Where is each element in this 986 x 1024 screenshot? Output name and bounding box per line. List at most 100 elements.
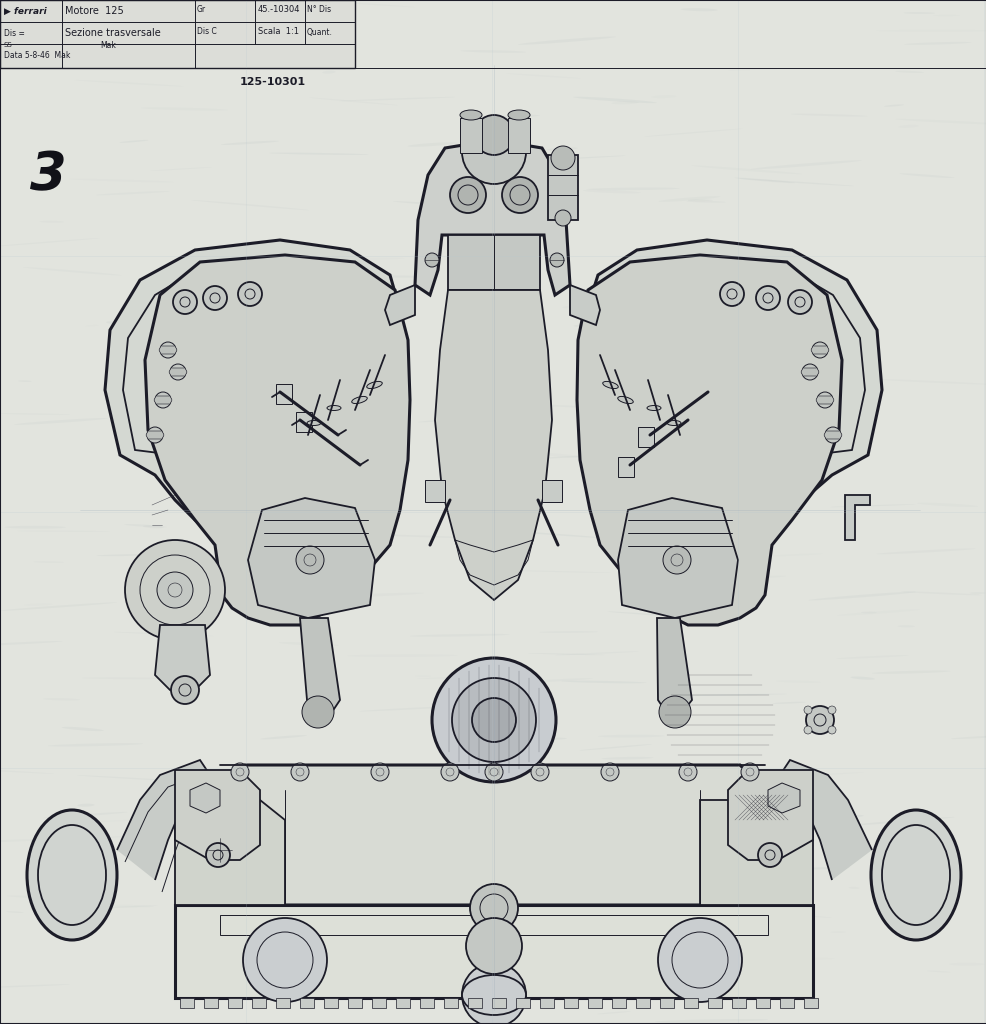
Ellipse shape [322, 325, 345, 327]
Circle shape [600, 763, 618, 781]
Polygon shape [220, 765, 764, 905]
Bar [617, 457, 633, 477]
Ellipse shape [726, 918, 749, 919]
Ellipse shape [903, 42, 970, 45]
Bar [395, 998, 409, 1008]
Ellipse shape [532, 866, 552, 867]
Polygon shape [657, 618, 691, 715]
Polygon shape [414, 140, 570, 295]
Ellipse shape [790, 114, 867, 117]
Ellipse shape [483, 936, 498, 938]
Circle shape [471, 698, 516, 742]
Bar [220, 915, 767, 935]
Ellipse shape [6, 911, 24, 912]
Bar [637, 427, 654, 447]
Circle shape [744, 293, 768, 317]
Bar [660, 998, 673, 1008]
Text: 45.-10304: 45.-10304 [257, 5, 300, 14]
Ellipse shape [418, 416, 507, 422]
Ellipse shape [680, 8, 717, 11]
Bar [563, 998, 578, 1008]
Ellipse shape [602, 381, 617, 388]
Circle shape [658, 918, 741, 1002]
Ellipse shape [899, 591, 981, 595]
Text: Sezione trasversale: Sezione trasversale [65, 28, 161, 38]
Circle shape [550, 146, 575, 170]
Polygon shape [844, 495, 869, 540]
Bar [804, 998, 817, 1008]
Ellipse shape [0, 602, 117, 611]
Ellipse shape [5, 526, 66, 528]
Circle shape [502, 177, 537, 213]
Circle shape [125, 540, 225, 640]
Ellipse shape [149, 463, 242, 468]
Circle shape [160, 342, 176, 358]
Ellipse shape [339, 97, 455, 101]
Ellipse shape [772, 701, 805, 703]
Ellipse shape [461, 975, 526, 1015]
Circle shape [450, 177, 485, 213]
Ellipse shape [647, 480, 746, 484]
Ellipse shape [407, 142, 456, 146]
Ellipse shape [606, 611, 701, 618]
Text: N° Dis: N° Dis [307, 5, 330, 14]
Ellipse shape [617, 396, 633, 403]
Circle shape [238, 282, 261, 306]
Circle shape [206, 843, 230, 867]
Ellipse shape [260, 735, 307, 739]
Circle shape [170, 364, 185, 380]
Ellipse shape [199, 596, 314, 599]
Circle shape [757, 843, 781, 867]
Bar [323, 998, 337, 1008]
Ellipse shape [538, 631, 598, 633]
Polygon shape [577, 255, 841, 625]
Ellipse shape [434, 729, 448, 731]
Bar [707, 998, 722, 1008]
Ellipse shape [546, 821, 616, 822]
Polygon shape [810, 346, 828, 354]
Ellipse shape [872, 671, 950, 674]
Ellipse shape [77, 804, 95, 807]
Ellipse shape [0, 984, 70, 988]
Circle shape [232, 380, 251, 400]
Ellipse shape [484, 253, 496, 254]
Circle shape [469, 884, 518, 932]
Ellipse shape [244, 457, 356, 460]
Ellipse shape [690, 485, 715, 488]
Circle shape [232, 348, 251, 368]
Bar [547, 155, 578, 220]
Ellipse shape [579, 744, 652, 751]
Polygon shape [105, 240, 399, 550]
Ellipse shape [447, 343, 547, 349]
Ellipse shape [397, 944, 415, 946]
Polygon shape [117, 760, 210, 880]
Text: Mak: Mak [100, 41, 115, 49]
Bar [420, 998, 434, 1008]
Polygon shape [435, 290, 551, 600]
Bar [179, 998, 194, 1008]
Ellipse shape [179, 473, 287, 479]
Circle shape [218, 366, 266, 414]
Ellipse shape [77, 775, 195, 782]
Circle shape [291, 763, 309, 781]
Polygon shape [300, 618, 339, 715]
Circle shape [302, 696, 333, 728]
Ellipse shape [143, 525, 163, 528]
Ellipse shape [392, 201, 480, 208]
Bar [683, 998, 697, 1008]
Circle shape [804, 706, 811, 714]
Ellipse shape [687, 200, 712, 201]
Circle shape [787, 290, 811, 314]
Ellipse shape [219, 454, 284, 458]
Circle shape [147, 427, 163, 443]
Circle shape [549, 253, 563, 267]
Ellipse shape [749, 315, 845, 322]
Bar [635, 998, 650, 1008]
Ellipse shape [242, 539, 283, 541]
Ellipse shape [802, 867, 849, 869]
Ellipse shape [119, 140, 148, 142]
Ellipse shape [205, 821, 290, 829]
Ellipse shape [709, 943, 748, 946]
Ellipse shape [601, 757, 653, 760]
Polygon shape [699, 800, 812, 905]
